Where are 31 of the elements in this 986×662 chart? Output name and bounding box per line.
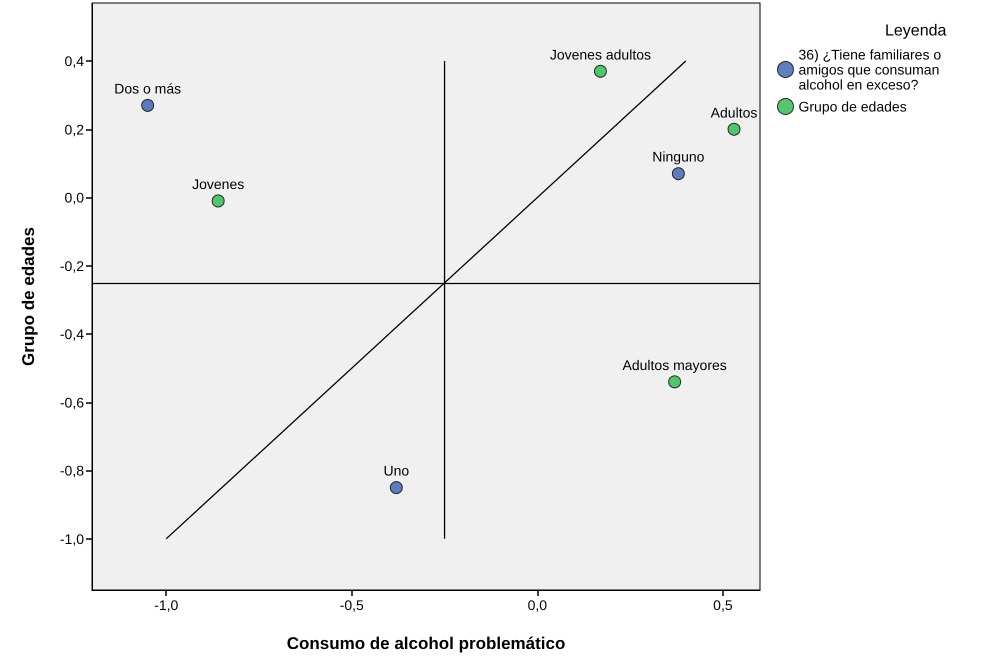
- x-tick-label: -1,0: [154, 597, 178, 613]
- annotation: Jovenes: [192, 176, 244, 192]
- annotation: Adultos: [710, 104, 758, 120]
- y-tick-label: -0,2: [60, 258, 84, 274]
- y-axis-title: Grupo de edades: [19, 227, 38, 366]
- y-tick-label: 0,2: [64, 121, 84, 138]
- legend-label: Grupo de edades: [798, 98, 907, 114]
- y-tick-label: -0,4: [60, 326, 84, 342]
- y-tick-label: -1,0: [60, 530, 84, 547]
- point: [668, 375, 682, 388]
- point: [141, 98, 154, 112]
- legend-label: 36) ¿Tiene familiares o amigos que consuman alcohol en exceso?: [798, 46, 946, 92]
- annotation: Ninguno: [652, 148, 705, 165]
- annotation: Dos o más: [114, 80, 182, 96]
- y-tick-label: -0,6: [60, 394, 84, 410]
- y-tick-label: 0,0: [64, 190, 84, 206]
- point: [672, 167, 685, 180]
- y-tick-label: -0,8: [60, 462, 84, 479]
- x-tick-label: 0,5: [713, 597, 733, 613]
- point: [390, 481, 403, 494]
- annotation: Jovenes adultos: [550, 46, 652, 62]
- annotation: Uno: [383, 462, 410, 479]
- x-axis-title: Consumo de alcohol problemático: [286, 634, 566, 653]
- y-tick-label: 0,4: [64, 53, 84, 70]
- x-tick-label: -0,5: [340, 597, 364, 613]
- point: [728, 122, 741, 136]
- x-tick-label: 0,0: [528, 597, 548, 613]
- point: [212, 194, 225, 208]
- point: [594, 64, 607, 78]
- legend-title: Leyenda: [885, 22, 946, 40]
- annotation: Adultos mayores: [622, 356, 727, 373]
